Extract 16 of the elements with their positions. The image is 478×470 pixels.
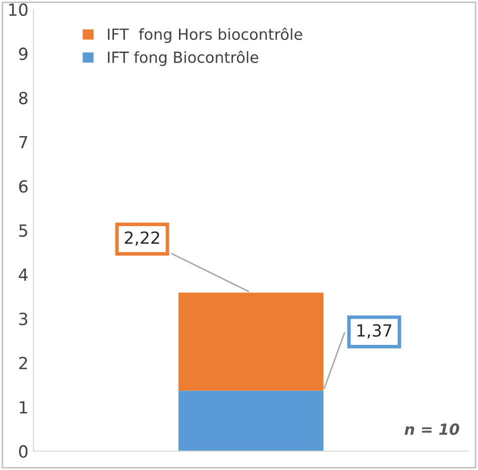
y-tick-label: 8 [19,92,28,104]
y-tick-label: 10 [9,3,28,16]
y-tick-label: 2 [19,356,27,370]
legend-label: IFT fong Hors biocontrôle [108,28,302,43]
y-tick-label: 4 [18,268,28,281]
y-tick-label: 6 [19,180,28,193]
data-label: 1,37 [357,324,392,338]
y-tick-label: 5 [19,224,28,237]
legend-label: IFT fong Biocontrôle [108,50,258,66]
y-tick-label: 0 [19,445,28,458]
y-tick-label: 7 [19,136,28,148]
y-tick-label: 3 [19,312,28,326]
data-label: 2,22 [124,231,160,246]
y-tick-label: 1 [20,401,28,414]
y-tick-label: 9 [19,48,28,60]
annotation: n = 10 [404,423,460,435]
